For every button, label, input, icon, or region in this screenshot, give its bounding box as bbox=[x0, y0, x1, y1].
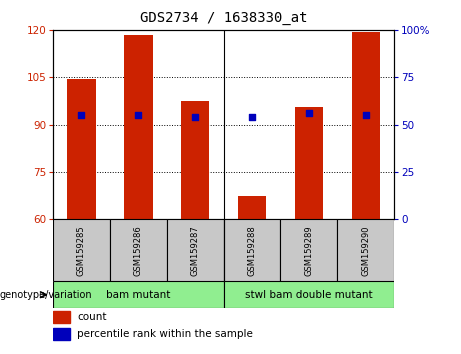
Bar bbox=[224, 219, 280, 281]
Text: GSM159288: GSM159288 bbox=[248, 225, 256, 276]
Text: GSM159287: GSM159287 bbox=[191, 225, 200, 276]
Text: count: count bbox=[77, 312, 107, 322]
Title: GDS2734 / 1638330_at: GDS2734 / 1638330_at bbox=[140, 11, 307, 25]
Bar bbox=[53, 312, 70, 323]
Bar bbox=[181, 101, 209, 219]
Bar bbox=[280, 219, 337, 281]
Text: stwl bam double mutant: stwl bam double mutant bbox=[245, 290, 372, 300]
Text: bam mutant: bam mutant bbox=[106, 290, 171, 300]
Bar bbox=[337, 219, 394, 281]
Bar bbox=[224, 281, 394, 308]
Bar bbox=[124, 35, 153, 219]
Point bbox=[248, 114, 256, 120]
Point bbox=[135, 113, 142, 118]
Point bbox=[78, 113, 85, 118]
Point bbox=[191, 114, 199, 120]
Bar bbox=[167, 219, 224, 281]
Bar bbox=[53, 219, 110, 281]
Text: percentile rank within the sample: percentile rank within the sample bbox=[77, 329, 253, 339]
Bar bbox=[53, 328, 70, 340]
Text: GSM159286: GSM159286 bbox=[134, 225, 143, 276]
Point bbox=[305, 110, 313, 116]
Bar bbox=[238, 196, 266, 219]
Bar bbox=[295, 107, 323, 219]
Text: GSM159289: GSM159289 bbox=[304, 225, 313, 276]
Point bbox=[362, 113, 369, 118]
Bar bbox=[53, 281, 224, 308]
Text: GSM159285: GSM159285 bbox=[77, 225, 86, 276]
Text: genotype/variation: genotype/variation bbox=[0, 290, 93, 300]
Bar bbox=[67, 79, 95, 219]
Bar bbox=[351, 32, 380, 219]
Text: GSM159290: GSM159290 bbox=[361, 225, 370, 276]
Bar bbox=[110, 219, 167, 281]
